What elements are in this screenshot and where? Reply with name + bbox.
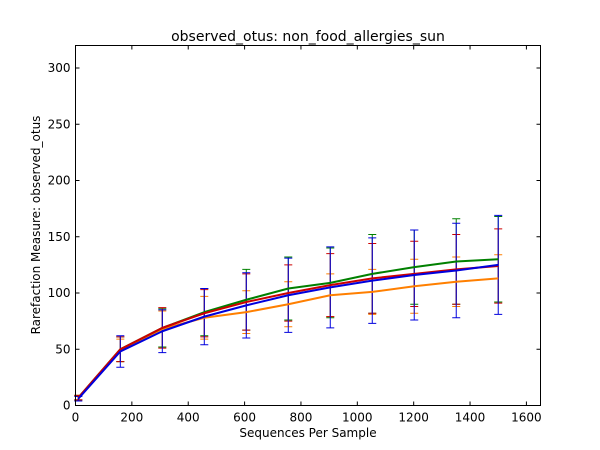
y-tick-label: 100 <box>48 286 71 300</box>
chart-title: observed_otus: non_food_allergies_sun <box>171 29 445 45</box>
x-tick-label: 1400 <box>455 411 486 425</box>
plot-frame <box>75 45 541 406</box>
series-line-0 <box>77 277 499 399</box>
x-tick-label: 600 <box>233 411 256 425</box>
series-line-3 <box>77 263 499 400</box>
x-tick-label: 200 <box>120 411 143 425</box>
y-tick-label: 200 <box>48 174 71 188</box>
x-axis-label: Sequences Per Sample <box>239 426 376 440</box>
x-tick-label: 1000 <box>342 411 373 425</box>
x-tick-label: 800 <box>290 411 313 425</box>
y-tick-label: 300 <box>48 61 71 75</box>
y-tick-label: 250 <box>48 117 71 131</box>
x-tick-label: 1200 <box>398 411 429 425</box>
series-line-2 <box>77 265 499 399</box>
series-3 <box>74 214 503 402</box>
y-tick-label: 150 <box>48 230 71 244</box>
y-tick-label: 0 <box>63 399 71 413</box>
y-tick-label: 50 <box>55 342 70 356</box>
x-tick-label: 1600 <box>511 411 542 425</box>
x-tick-label: 400 <box>177 411 200 425</box>
x-tick-label: 0 <box>72 411 80 425</box>
y-axis-label: Rarefaction Measure: observed_otus <box>29 116 43 335</box>
